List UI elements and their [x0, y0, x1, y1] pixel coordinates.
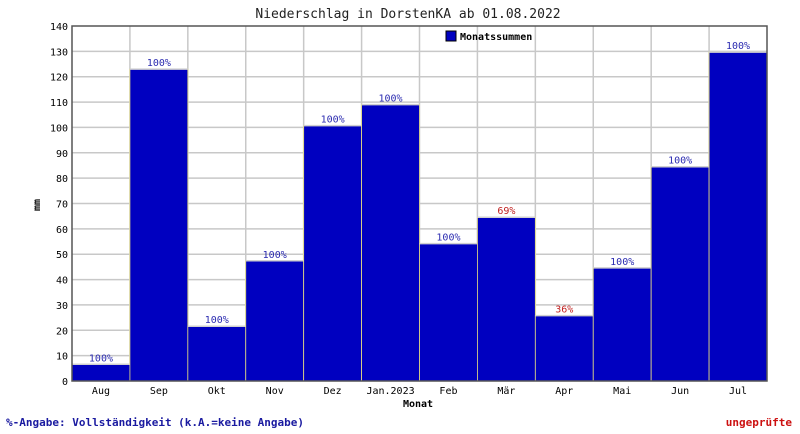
bar-Jan.2023	[361, 104, 420, 382]
bar-Apr	[534, 315, 594, 382]
bar-Okt	[187, 325, 247, 382]
legend: Monatssummen	[445, 30, 532, 43]
legend-label: Monatssummen	[460, 32, 532, 43]
bar-Aug	[71, 363, 131, 382]
footer-status: ungeprüfte	[726, 416, 793, 429]
y-tick-label: 140	[50, 22, 68, 33]
y-tick-label: 50	[56, 250, 68, 261]
x-tick-label: Nov	[266, 386, 284, 397]
bar-data-label: 100%	[378, 94, 402, 105]
bar-Dez	[303, 125, 362, 382]
bar-Jul	[708, 51, 768, 382]
y-tick-label: 20	[56, 326, 68, 337]
x-tick-label: Feb	[439, 386, 457, 397]
x-tick-label: Sep	[150, 386, 168, 397]
y-tick-label: 130	[50, 47, 68, 58]
bar-Sep	[129, 68, 189, 382]
bar-data-label: 100%	[610, 257, 634, 268]
footer-note: %-Angabe: Vollständigkeit (k.A.=keine An…	[6, 416, 304, 429]
y-axis-ticks: 0 10 20 30 40 50 60 70 80 90 100 110 120 130 140	[50, 22, 68, 388]
y-tick-label: 100	[50, 123, 68, 134]
y-tick-label: 0	[62, 377, 68, 388]
y-tick-label: 60	[56, 225, 68, 236]
bar-data-label: 100%	[263, 250, 287, 261]
bar-data-label: 100%	[205, 315, 229, 326]
y-tick-label: 30	[56, 301, 68, 312]
bar-Nov	[245, 260, 305, 382]
x-axis-ticks: Aug Sep Okt Nov Dez Jan.2023 Feb Mär Apr Mai Jun Ju…	[92, 386, 747, 397]
x-tick-label: Apr	[555, 386, 573, 397]
chart-title: Niederschlag in DorstenKA ab 01.08.2022	[255, 7, 560, 22]
x-axis-label: Monat	[403, 399, 433, 410]
bar-data-label: 100%	[436, 233, 460, 244]
y-tick-label: 40	[56, 276, 68, 287]
bar-data-label: 100%	[147, 58, 171, 69]
bar-Feb	[419, 243, 478, 382]
bar-Mär	[477, 216, 536, 382]
bar-data-label: 100%	[89, 353, 113, 364]
x-tick-label: Jun	[671, 386, 689, 397]
y-axis-label: mm	[32, 199, 43, 211]
x-tick-label: Aug	[92, 386, 110, 397]
x-tick-label: Okt	[208, 386, 226, 397]
bar-data-label: 100%	[321, 115, 345, 126]
y-tick-label: 70	[56, 200, 68, 211]
bar-Mai	[592, 267, 652, 382]
bar-data-label: 100%	[668, 156, 692, 167]
bars: 100% 100% 100% 100% 100% 100% 100% 69% 36% 100% 10…	[71, 41, 768, 382]
x-tick-label: Mai	[613, 386, 631, 397]
bar-data-label: 100%	[726, 41, 750, 52]
y-tick-label: 110	[50, 98, 68, 109]
plot-frame	[71, 25, 768, 382]
y-tick-label: 80	[56, 174, 68, 185]
bar-Jun	[650, 166, 710, 382]
x-tick-label: Jul	[729, 386, 747, 397]
y-tick-label: 10	[56, 352, 68, 363]
x-tick-label: Jan.2023	[366, 386, 414, 397]
bar-data-label: 69%	[497, 206, 515, 217]
x-tick-label: Mär	[497, 386, 515, 397]
y-tick-label: 120	[50, 73, 68, 84]
y-tick-label: 90	[56, 149, 68, 160]
bar-data-label: 36%	[555, 305, 573, 316]
x-tick-label: Dez	[324, 386, 342, 397]
legend-swatch	[445, 30, 457, 42]
